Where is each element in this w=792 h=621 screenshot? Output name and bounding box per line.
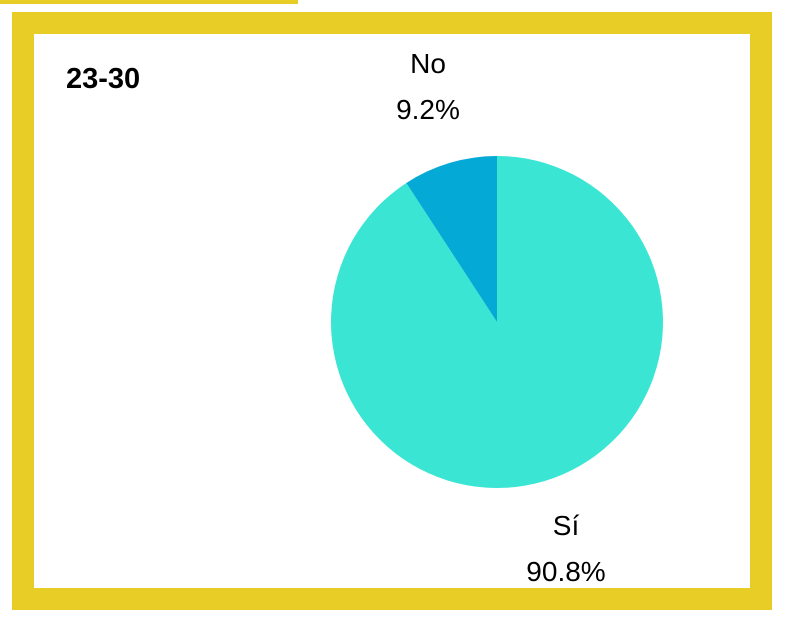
label-no: No 9.2% xyxy=(358,48,498,126)
label-no-name: No xyxy=(410,48,446,79)
pie-slice-no xyxy=(406,156,497,322)
label-si-value: 90.8% xyxy=(526,556,606,587)
label-si-name: Sí xyxy=(552,510,580,541)
label-si: Sí 90.8% xyxy=(496,510,636,588)
label-no-value: 9.2% xyxy=(396,94,460,125)
top-accent-bar xyxy=(0,0,298,4)
chart-title: 23-30 xyxy=(66,63,141,95)
